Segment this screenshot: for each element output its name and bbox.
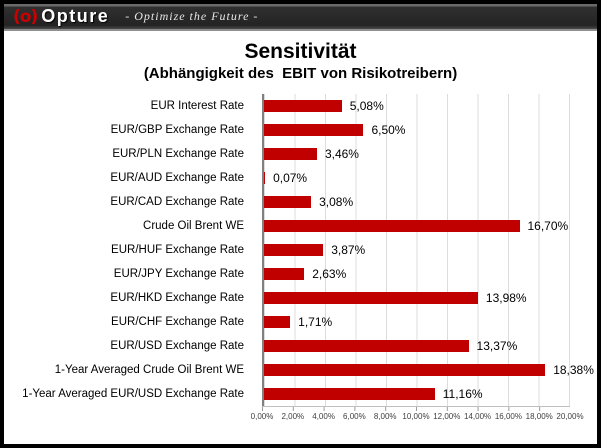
- bar-track: 1,71%: [264, 310, 570, 334]
- category-label: Crude Oil Brent WE: [143, 219, 244, 232]
- x-tick-label: 0,00%: [250, 411, 274, 421]
- bar-track: 5,08%: [264, 94, 570, 118]
- bar-track: 3,87%: [264, 238, 570, 262]
- bar: [264, 195, 312, 208]
- bar-track: 16,70%: [264, 214, 570, 238]
- category-label: EUR/HKD Exchange Rate: [110, 291, 244, 304]
- chart-row: EUR Interest Rate 5,08%: [10, 94, 570, 118]
- bar: [264, 123, 364, 136]
- category-label: EUR/JPY Exchange Rate: [113, 267, 244, 280]
- x-tick-label: 18,00%: [525, 411, 553, 421]
- chart-title: Sensitivität: [244, 40, 357, 63]
- bar: [264, 147, 317, 160]
- plot-area: EUR Interest Rate 5,08% EUR/GBP Exchange R…: [10, 93, 594, 406]
- category-label: EUR/GBP Exchange Rate: [110, 123, 244, 136]
- chart-row: EUR/CHF Exchange Rate 1,71%: [10, 310, 570, 334]
- value-label: 13,98%: [485, 290, 527, 305]
- sensitivity-bar-chart: EUR Interest Rate 5,08% EUR/GBP Exchange R…: [10, 93, 594, 426]
- x-tick-label: 10,00%: [402, 411, 430, 421]
- value-label: 3,46%: [324, 146, 359, 161]
- bar-track: 6,50%: [264, 118, 570, 142]
- value-label: 18,38%: [553, 362, 594, 377]
- value-label: 11,16%: [442, 386, 483, 401]
- category-label: EUR/CHF Exchange Rate: [111, 315, 244, 328]
- bar-track: 2,63%: [264, 262, 570, 286]
- chart-row: EUR/HKD Exchange Rate 13,98%: [10, 286, 570, 310]
- value-label: 3,08%: [319, 194, 354, 209]
- chart-row: EUR/CAD Exchange Rate 3,08%: [10, 190, 570, 214]
- bar: [264, 291, 478, 304]
- bar: [264, 99, 342, 112]
- bar-track: 3,46%: [264, 142, 570, 166]
- category-label: 1-Year Averaged Crude Oil Brent WE: [54, 363, 244, 376]
- category-label: EUR/CAD Exchange Rate: [110, 195, 244, 208]
- category-label: EUR/PLN Exchange Rate: [112, 147, 244, 160]
- x-tick-label: 8,00%: [373, 411, 397, 421]
- bar-track: 0,07%: [264, 166, 570, 190]
- brand-header: (o) Opture - Optimize the Future -: [4, 4, 597, 31]
- bar: [264, 315, 291, 328]
- chart-row: EUR/JPY Exchange Rate 2,63%: [10, 262, 570, 286]
- bar: [264, 243, 324, 256]
- category-label: EUR/HUF Exchange Rate: [111, 243, 244, 256]
- value-label: 0,07%: [273, 170, 308, 185]
- bar-rows: EUR Interest Rate 5,08% EUR/GBP Exchange R…: [10, 94, 594, 406]
- title-block: Sensitivität (Abhängigkeit des EBIT von …: [4, 40, 597, 84]
- x-tick-label: 6,00%: [343, 411, 366, 421]
- bar-track: 11,16%: [264, 382, 570, 406]
- brand-name: Opture: [41, 6, 110, 26]
- value-label: 16,70%: [527, 218, 569, 233]
- value-label: 5,08%: [349, 98, 384, 113]
- value-label: 1,71%: [298, 314, 333, 329]
- x-tick-label: 4,00%: [312, 411, 335, 421]
- bar: [264, 171, 266, 184]
- chart-row: EUR/USD Exchange Rate 13,37%: [10, 334, 570, 358]
- bar-track: 18,38%: [264, 358, 594, 382]
- category-label: EUR/AUD Exchange Rate: [110, 171, 244, 184]
- value-label: 13,37%: [476, 338, 518, 353]
- bar: [264, 267, 305, 280]
- chart-row: 1-Year Averaged Crude Oil Brent WE 18,38%: [10, 358, 594, 382]
- brand-tagline: - Optimize the Future -: [125, 9, 259, 23]
- value-label: 2,63%: [312, 266, 347, 281]
- opture-logo-icon: (o): [13, 6, 38, 27]
- bar: [264, 339, 469, 352]
- chart-row: EUR/HUF Exchange Rate 3,87%: [10, 238, 570, 262]
- bar-track: 13,98%: [264, 286, 570, 310]
- x-tick-label: 20,00%: [556, 411, 584, 421]
- category-label: EUR/USD Exchange Rate: [110, 339, 244, 352]
- x-tick-label: 14,00%: [464, 411, 492, 421]
- bar-track: 13,37%: [264, 334, 570, 358]
- value-label: 6,50%: [371, 122, 406, 137]
- chart-row: Crude Oil Brent WE 16,70%: [10, 214, 570, 238]
- bar: [264, 219, 520, 232]
- x-axis: 0,00% 2,00% 4,00% 6,00% 8,00% 10,00% 12,00% 14,…: [251, 405, 584, 426]
- chart-row: EUR/PLN Exchange Rate 3,46%: [10, 142, 570, 166]
- bar-track: 3,08%: [264, 190, 570, 214]
- x-tick-label: 12,00%: [433, 411, 461, 421]
- chart-row: 1-Year Averaged EUR/USD Exchange Rate 11,…: [10, 382, 570, 406]
- x-tick-label: 16,00%: [494, 411, 522, 421]
- category-label: EUR Interest Rate: [150, 99, 244, 112]
- chart-row: EUR/GBP Exchange Rate 6,50%: [10, 118, 570, 142]
- bar: [264, 387, 435, 400]
- chart-subtitle: (Abhängigkeit des EBIT von Risikotreiber…: [143, 65, 458, 83]
- bar: [264, 363, 546, 376]
- value-label: 3,87%: [331, 242, 366, 257]
- chart-row: EUR/AUD Exchange Rate 0,07%: [10, 166, 570, 190]
- x-tick-label: 2,00%: [281, 411, 305, 421]
- category-label: 1-Year Averaged EUR/USD Exchange Rate: [22, 387, 244, 400]
